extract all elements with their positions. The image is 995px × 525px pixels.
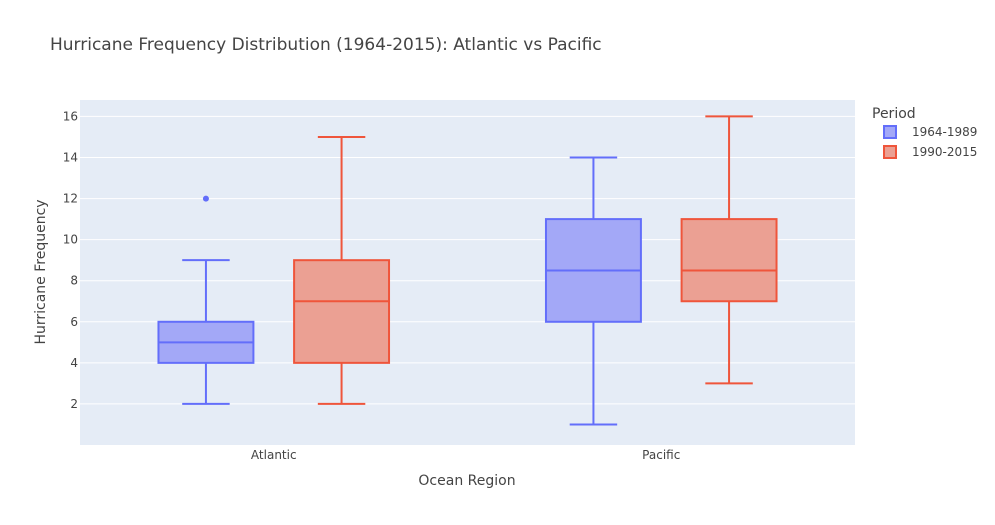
box-pacific-0	[544, 156, 642, 426]
legend-entry: 1990-2015	[912, 145, 977, 159]
box-atlantic-1	[293, 135, 391, 405]
y-tick-label: 14	[63, 151, 78, 165]
legend-swatch	[883, 125, 897, 139]
legend: Period 1964-1989 1990-2015	[872, 106, 977, 159]
y-tick-label: 2	[70, 397, 78, 411]
box-iqr	[293, 259, 391, 364]
legend-swatch	[883, 145, 897, 159]
x-tick-label: Pacific	[642, 448, 680, 462]
y-axis-ticks: 2 4 6 8 10 12 14 16	[63, 109, 78, 411]
y-tick-label: 16	[63, 109, 78, 123]
y-tick-label: 6	[70, 315, 78, 329]
box-atlantic-0	[157, 195, 255, 405]
outlier-point	[202, 195, 209, 202]
y-tick-label: 8	[70, 274, 78, 288]
y-axis-title: Hurricane Frequency	[33, 199, 49, 344]
y-tick-label: 12	[63, 192, 78, 206]
y-tick-label: 4	[70, 356, 78, 370]
box-plots	[157, 115, 778, 426]
x-tick-label: Atlantic	[251, 448, 297, 462]
chart-title: Hurricane Frequency Distribution (1964-2…	[50, 35, 602, 55]
box-iqr	[680, 218, 778, 303]
box-pacific-1	[680, 115, 778, 385]
x-axis-title: Ocean Region	[418, 473, 515, 489]
y-tick-label: 10	[63, 233, 78, 247]
legend-title: Period	[872, 106, 916, 122]
x-axis-ticks: Atlantic Pacific	[251, 448, 680, 462]
legend-entry: 1964-1989	[912, 125, 977, 139]
